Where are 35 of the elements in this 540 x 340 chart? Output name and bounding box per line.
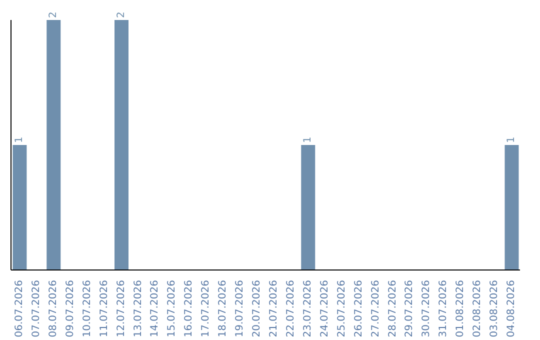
x-tick-label: 01.08.2026 bbox=[455, 280, 466, 338]
x-tick-label: 29.07.2026 bbox=[404, 280, 416, 338]
x-tick-label: 14.07.2026 bbox=[150, 280, 161, 338]
x-tick-label: 30.07.2026 bbox=[421, 280, 432, 338]
data-label: 2 bbox=[48, 12, 60, 18]
x-tick-label: 03.08.2026 bbox=[489, 280, 500, 338]
x-tick-label: 08.07.2026 bbox=[48, 280, 59, 338]
x-tick-label: 25.07.2026 bbox=[336, 280, 348, 338]
data-label: 1 bbox=[506, 136, 518, 143]
x-tick-label: 26.07.2026 bbox=[353, 280, 364, 338]
x-tick-label: 24.07.2026 bbox=[319, 280, 330, 338]
x-tick-label: 17.07.2026 bbox=[200, 280, 212, 338]
x-tick-label: 16.07.2026 bbox=[184, 280, 195, 338]
x-tick-label: 12.07.2026 bbox=[116, 280, 127, 338]
x-tick-label: 07.07.2026 bbox=[30, 280, 42, 338]
x-tick-label: 09.07.2026 bbox=[64, 280, 76, 338]
x-tick-label: 04.08.2026 bbox=[506, 280, 518, 338]
x-tick-label: 11.07.2026 bbox=[98, 280, 110, 338]
data-label: 1 bbox=[302, 136, 314, 143]
x-tick-label: 06.07.2026 bbox=[14, 280, 25, 338]
data-label: 2 bbox=[116, 12, 127, 18]
x-tick-label: 27.07.2026 bbox=[370, 280, 382, 338]
x-tick-label: 21.07.2026 bbox=[268, 280, 280, 338]
data-label: 1 bbox=[14, 136, 26, 143]
x-tick-label: 15.07.2026 bbox=[166, 280, 178, 338]
x-tick-label: 22.07.2026 bbox=[285, 280, 296, 338]
x-tick-label: 19.07.2026 bbox=[234, 280, 246, 338]
x-tick-label: 18.07.2026 bbox=[218, 280, 229, 338]
x-tick-label: 02.08.2026 bbox=[472, 280, 484, 338]
x-tick-label: 23.07.2026 bbox=[302, 280, 314, 338]
x-tick-label: 20.07.2026 bbox=[252, 280, 263, 338]
x-tick-label: 13.07.2026 bbox=[132, 280, 144, 338]
x-tick-label: 28.07.2026 bbox=[387, 280, 398, 338]
x-tick-label: 31.07.2026 bbox=[438, 280, 450, 338]
x-tick-label: 10.07.2026 bbox=[82, 280, 93, 338]
